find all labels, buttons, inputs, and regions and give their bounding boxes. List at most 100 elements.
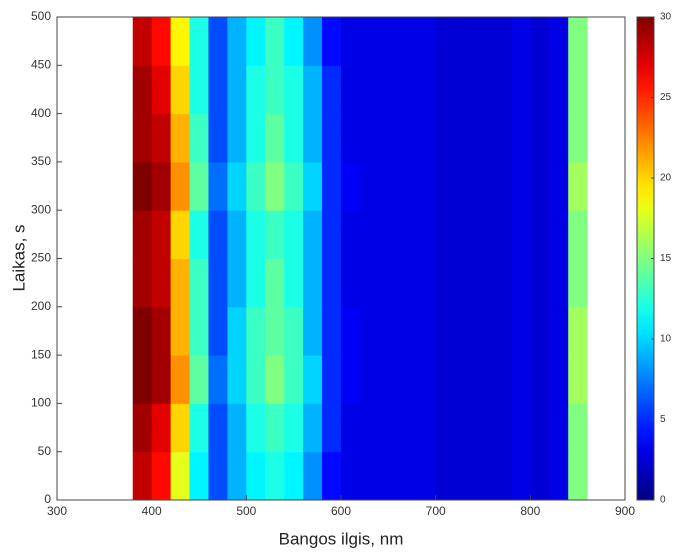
heatmap-cell xyxy=(511,306,531,356)
heatmap-cell xyxy=(435,355,456,404)
heatmap-cell xyxy=(322,451,342,501)
heatmap-cell xyxy=(208,113,228,163)
heatmap-cell xyxy=(454,451,475,501)
heatmap-cell xyxy=(246,306,266,356)
heatmap-cell xyxy=(246,403,266,453)
heatmap-cell xyxy=(227,258,247,308)
heatmap-cell xyxy=(473,451,493,501)
heatmap-cell xyxy=(359,403,380,453)
colorbar-tick-label: 0 xyxy=(660,495,666,506)
heatmap-cell xyxy=(416,258,437,308)
heatmap-cell xyxy=(492,403,512,453)
heatmap-cell xyxy=(208,17,228,66)
heatmap-cell xyxy=(322,355,342,404)
heatmap-cell xyxy=(568,161,588,211)
heatmap-cell xyxy=(549,403,569,453)
heatmap-cell xyxy=(568,113,588,163)
heatmap-cell xyxy=(378,306,399,356)
heatmap-cell xyxy=(189,306,209,356)
heatmap-cell xyxy=(284,258,304,308)
heatmap-cell xyxy=(170,355,191,404)
heatmap-cell xyxy=(397,210,418,259)
heatmap-cell xyxy=(549,161,569,211)
heatmap-cell xyxy=(378,451,399,501)
heatmap-cell xyxy=(492,306,512,356)
heatmap-cell xyxy=(549,451,569,501)
heatmap-cell xyxy=(492,258,512,308)
heatmap-cell xyxy=(265,210,285,259)
heatmap-cell xyxy=(568,258,588,308)
heatmap-cell xyxy=(170,65,191,115)
heatmap-cell xyxy=(303,210,323,259)
heatmap-cell xyxy=(303,403,323,453)
heatmap-cell xyxy=(303,113,323,163)
heatmap-cell xyxy=(454,258,475,308)
heatmap-cell xyxy=(549,113,569,163)
heatmap-cell xyxy=(151,403,172,453)
heatmap-cell xyxy=(397,65,418,115)
heatmap-cell xyxy=(303,306,323,356)
colorbar-tick-label: 15 xyxy=(660,253,672,264)
heatmap-cell xyxy=(378,65,399,115)
heatmap-cell xyxy=(359,113,380,163)
heatmap-cell xyxy=(208,451,228,501)
heatmap-cell xyxy=(208,210,228,259)
heatmap-cell xyxy=(397,161,418,211)
heatmap-cell xyxy=(378,403,399,453)
heatmap-cell xyxy=(303,65,323,115)
heatmap-cell xyxy=(341,113,361,163)
y-tick-label: 100 xyxy=(31,396,51,410)
heatmap-cell xyxy=(151,258,172,308)
heatmap-cell xyxy=(473,258,493,308)
heatmap-cell xyxy=(284,210,304,259)
heatmap-cell xyxy=(473,210,493,259)
heatmap-cell xyxy=(132,355,153,404)
heatmap-cell xyxy=(151,65,172,115)
heatmap-cell xyxy=(378,258,399,308)
heatmap-cell xyxy=(568,210,588,259)
heatmap-cell xyxy=(568,65,588,115)
colorbar-tick-label: 30 xyxy=(660,12,672,23)
x-tick-label: 600 xyxy=(331,504,351,518)
heatmap-cell xyxy=(397,403,418,453)
heatmap-cell xyxy=(473,113,493,163)
heatmap-cell xyxy=(208,306,228,356)
heatmap-cell xyxy=(132,403,153,453)
heatmap-cell xyxy=(322,161,342,211)
heatmap-cell xyxy=(132,210,153,259)
y-tick-label: 300 xyxy=(31,202,51,216)
heatmap-cell xyxy=(208,355,228,404)
heatmap-cell xyxy=(265,161,285,211)
y-tick-label: 200 xyxy=(31,299,51,313)
heatmap-cell xyxy=(511,161,531,211)
heatmap-cell xyxy=(341,306,361,356)
heatmap-cell xyxy=(151,113,172,163)
heatmap-cell xyxy=(359,258,380,308)
heatmap-cell xyxy=(492,113,512,163)
heatmap-cell xyxy=(303,451,323,501)
heatmap-cell xyxy=(341,17,361,66)
heatmap-cell xyxy=(473,17,493,66)
heatmap-cell xyxy=(435,451,456,501)
heatmap-cell xyxy=(189,17,209,66)
heatmap-cell xyxy=(511,17,531,66)
heatmap-cell xyxy=(284,65,304,115)
heatmap-cell xyxy=(170,306,191,356)
heatmap-cell xyxy=(568,17,588,66)
heatmap-cell xyxy=(189,258,209,308)
heatmap-cell xyxy=(341,451,361,501)
heatmap-cell xyxy=(359,161,380,211)
heatmap-cell xyxy=(227,17,247,66)
heatmap-cell xyxy=(473,161,493,211)
heatmap-cell xyxy=(416,306,437,356)
colorbar-tick-label: 25 xyxy=(660,92,672,103)
heatmap-cell xyxy=(303,17,323,66)
heatmap-cell xyxy=(246,161,266,211)
heatmap-cell xyxy=(530,403,550,453)
heatmap-cell xyxy=(359,210,380,259)
heatmap-cell xyxy=(227,451,247,501)
heatmap-cell xyxy=(132,113,153,163)
heatmap-cell xyxy=(416,161,437,211)
y-tick-label: 400 xyxy=(31,106,51,120)
heatmap-cell xyxy=(265,113,285,163)
